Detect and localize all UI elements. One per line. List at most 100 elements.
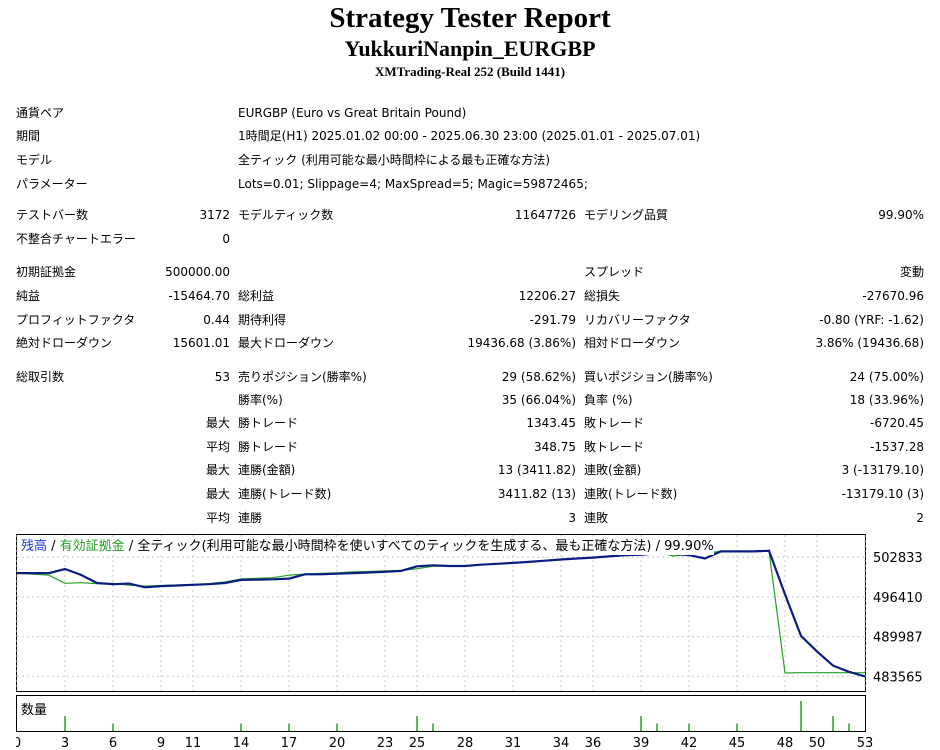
gross-loss-value: -27670.96 xyxy=(862,289,924,303)
volume-frame xyxy=(16,695,866,732)
legend-balance: 残高 xyxy=(21,539,48,554)
x-tick-label: 39 xyxy=(633,736,650,750)
absolute-drawdown-label: 絶対ドローダウン xyxy=(16,336,113,350)
x-tick-label: 23 xyxy=(377,736,394,750)
x-axis-labels: 0 3 6 9 11 14 17 20 23 25 28 31 34 36 39 42 45 48 50 53 xyxy=(16,736,873,750)
modeling-label: モデリング品質 xyxy=(584,208,669,222)
errors-value: 0 xyxy=(222,232,230,246)
consecutive-loss-label: 連敗(トレード数) xyxy=(584,487,678,501)
params-value: Lots=0.01; Slippage=4; MaxSpread=5; Magi… xyxy=(238,177,588,191)
consecutive-losses-money-label: 連敗(金額) xyxy=(584,463,642,477)
y-tick-label: 483565 xyxy=(873,670,923,685)
period-value: 1時間足(H1) 2025.01.02 00:00 - 2025.06.30 2… xyxy=(238,129,701,143)
bars-label: テストバー数 xyxy=(16,208,89,222)
absolute-drawdown-value: 15601.01 xyxy=(172,336,230,350)
x-tick-label: 25 xyxy=(409,736,426,750)
volume-label: 数量 xyxy=(21,703,48,718)
chart-legend: 残高 / 有効証拠金 / 全ティック(利用可能な最小時間枠を使いすべてのティック… xyxy=(21,539,714,555)
relative-drawdown-value: 3.86% (19436.68) xyxy=(815,336,924,350)
y-tick-label: 502833 xyxy=(873,551,923,566)
report-title: Strategy Tester Report xyxy=(329,2,611,34)
avg-loss-value: -1537.28 xyxy=(870,440,924,454)
x-tick-label: 11 xyxy=(185,736,202,750)
spread-label: スプレッド xyxy=(584,265,645,279)
spread-value: 変動 xyxy=(899,265,924,279)
x-tick-label: 50 xyxy=(809,736,826,750)
model-value: 全ティック (利用可能な最小時間枠による最も正確な方法) xyxy=(238,153,551,167)
x-tick-label: 17 xyxy=(281,736,298,750)
ea-name: YukkuriNanpin_EURGBP xyxy=(344,36,596,61)
avg-profit-value: 348.75 xyxy=(534,440,576,454)
x-tick-label: 14 xyxy=(233,736,250,750)
balance-line xyxy=(17,549,866,678)
chart-frame xyxy=(16,534,866,692)
bars-value: 3172 xyxy=(199,208,230,222)
max-drawdown-value: 19436.68 (3.86%) xyxy=(467,336,576,350)
errors-label: 不整合チャートエラー xyxy=(16,232,136,246)
largest-profit-value: 1343.45 xyxy=(526,416,576,430)
x-tick-label: 6 xyxy=(109,736,117,750)
deposit-value: 500000.00 xyxy=(165,265,230,279)
ticks-value: 11647726 xyxy=(514,208,576,222)
x-tick-label: 28 xyxy=(457,736,474,750)
long-positions-label: 買いポジション(勝率%) xyxy=(584,370,713,384)
total-trades-label: 総取引数 xyxy=(16,370,65,384)
deposit-label: 初期証拠金 xyxy=(16,265,77,279)
largest-loss-label: 敗トレード xyxy=(584,416,645,430)
net-profit-value: -15464.70 xyxy=(168,289,230,303)
max-word: 最大 xyxy=(205,416,230,430)
avg-consecutive-wins-value: 3 xyxy=(568,511,576,525)
short-positions-label: 売りポジション(勝率%) xyxy=(238,370,367,384)
x-tick-label: 36 xyxy=(585,736,602,750)
consecutive-losses-money-value: 3 (-13179.10) xyxy=(841,463,924,477)
symbol-value: EURGBP (Euro vs Great Britain Pound) xyxy=(238,106,467,120)
profit-trades-label: 勝率(%) xyxy=(238,393,283,407)
ticks-label: モデルティック数 xyxy=(238,208,334,222)
consecutive-loss-value: -13179.10 (3) xyxy=(841,487,924,501)
total-trades-value: 53 xyxy=(214,370,230,384)
consecutive-wins-money-label: 連勝(金額) xyxy=(238,463,296,477)
period-label: 期間 xyxy=(16,129,41,143)
params-label: パラメーター xyxy=(16,177,88,191)
x-tick-label: 42 xyxy=(681,736,698,750)
loss-trades-label: 負率 (%) xyxy=(584,393,633,407)
largest-profit-label: 勝トレード xyxy=(238,416,299,430)
symbol-label: 通貨ペア xyxy=(16,106,65,120)
x-tick-label: 53 xyxy=(857,736,874,750)
largest-loss-value: -6720.45 xyxy=(870,416,924,430)
recovery-factor-label: リカバリーファクタ xyxy=(584,313,691,327)
profit-factor-value: 0.44 xyxy=(203,313,230,327)
y-axis-labels: 502833 496410 489987 483565 xyxy=(873,551,923,685)
avg-word: 平均 xyxy=(205,511,230,525)
long-positions-value: 24 (75.00%) xyxy=(849,370,924,384)
avg-profit-label: 勝トレード xyxy=(238,440,299,454)
y-tick-label: 489987 xyxy=(873,631,923,646)
x-tick-label: 45 xyxy=(729,736,746,750)
avg-consecutive-losses-value: 2 xyxy=(916,511,924,525)
chart-grid xyxy=(16,535,866,691)
x-tick-label: 34 xyxy=(553,736,570,750)
short-positions-value: 29 (58.62%) xyxy=(501,370,576,384)
avg-consecutive-losses-label: 連敗 xyxy=(584,511,609,525)
x-tick-label: 48 xyxy=(777,736,794,750)
server-name: XMTrading-Real 252 (Build 1441) xyxy=(374,64,566,79)
avg-word: 平均 xyxy=(205,440,230,454)
legend-description: / 全ティック(利用可能な最小時間枠を使いすべてのティックを生成する、最も正確な… xyxy=(124,539,714,554)
volume-bars xyxy=(64,701,850,731)
legend-separator: / xyxy=(47,539,60,554)
recovery-factor-value: -0.80 (YRF: -1.62) xyxy=(819,313,924,327)
max-word: 最大 xyxy=(205,487,230,501)
x-tick-label: 3 xyxy=(61,736,69,750)
loss-trades-value: 18 (33.96%) xyxy=(849,393,924,407)
expected-payoff-value: -291.79 xyxy=(529,313,576,327)
legend-equity: 有効証拠金 xyxy=(59,539,125,554)
x-tick-label: 9 xyxy=(157,736,165,750)
x-tick-label: 20 xyxy=(329,736,346,750)
avg-consecutive-wins-label: 連勝 xyxy=(238,511,263,525)
consecutive-wins-money-value: 13 (3411.82) xyxy=(497,463,576,477)
profit-trades-value: 35 (66.04%) xyxy=(501,393,576,407)
max-word: 最大 xyxy=(205,463,230,477)
consecutive-profit-label: 連勝(トレード数) xyxy=(238,487,332,501)
gross-loss-label: 総損失 xyxy=(584,289,621,303)
